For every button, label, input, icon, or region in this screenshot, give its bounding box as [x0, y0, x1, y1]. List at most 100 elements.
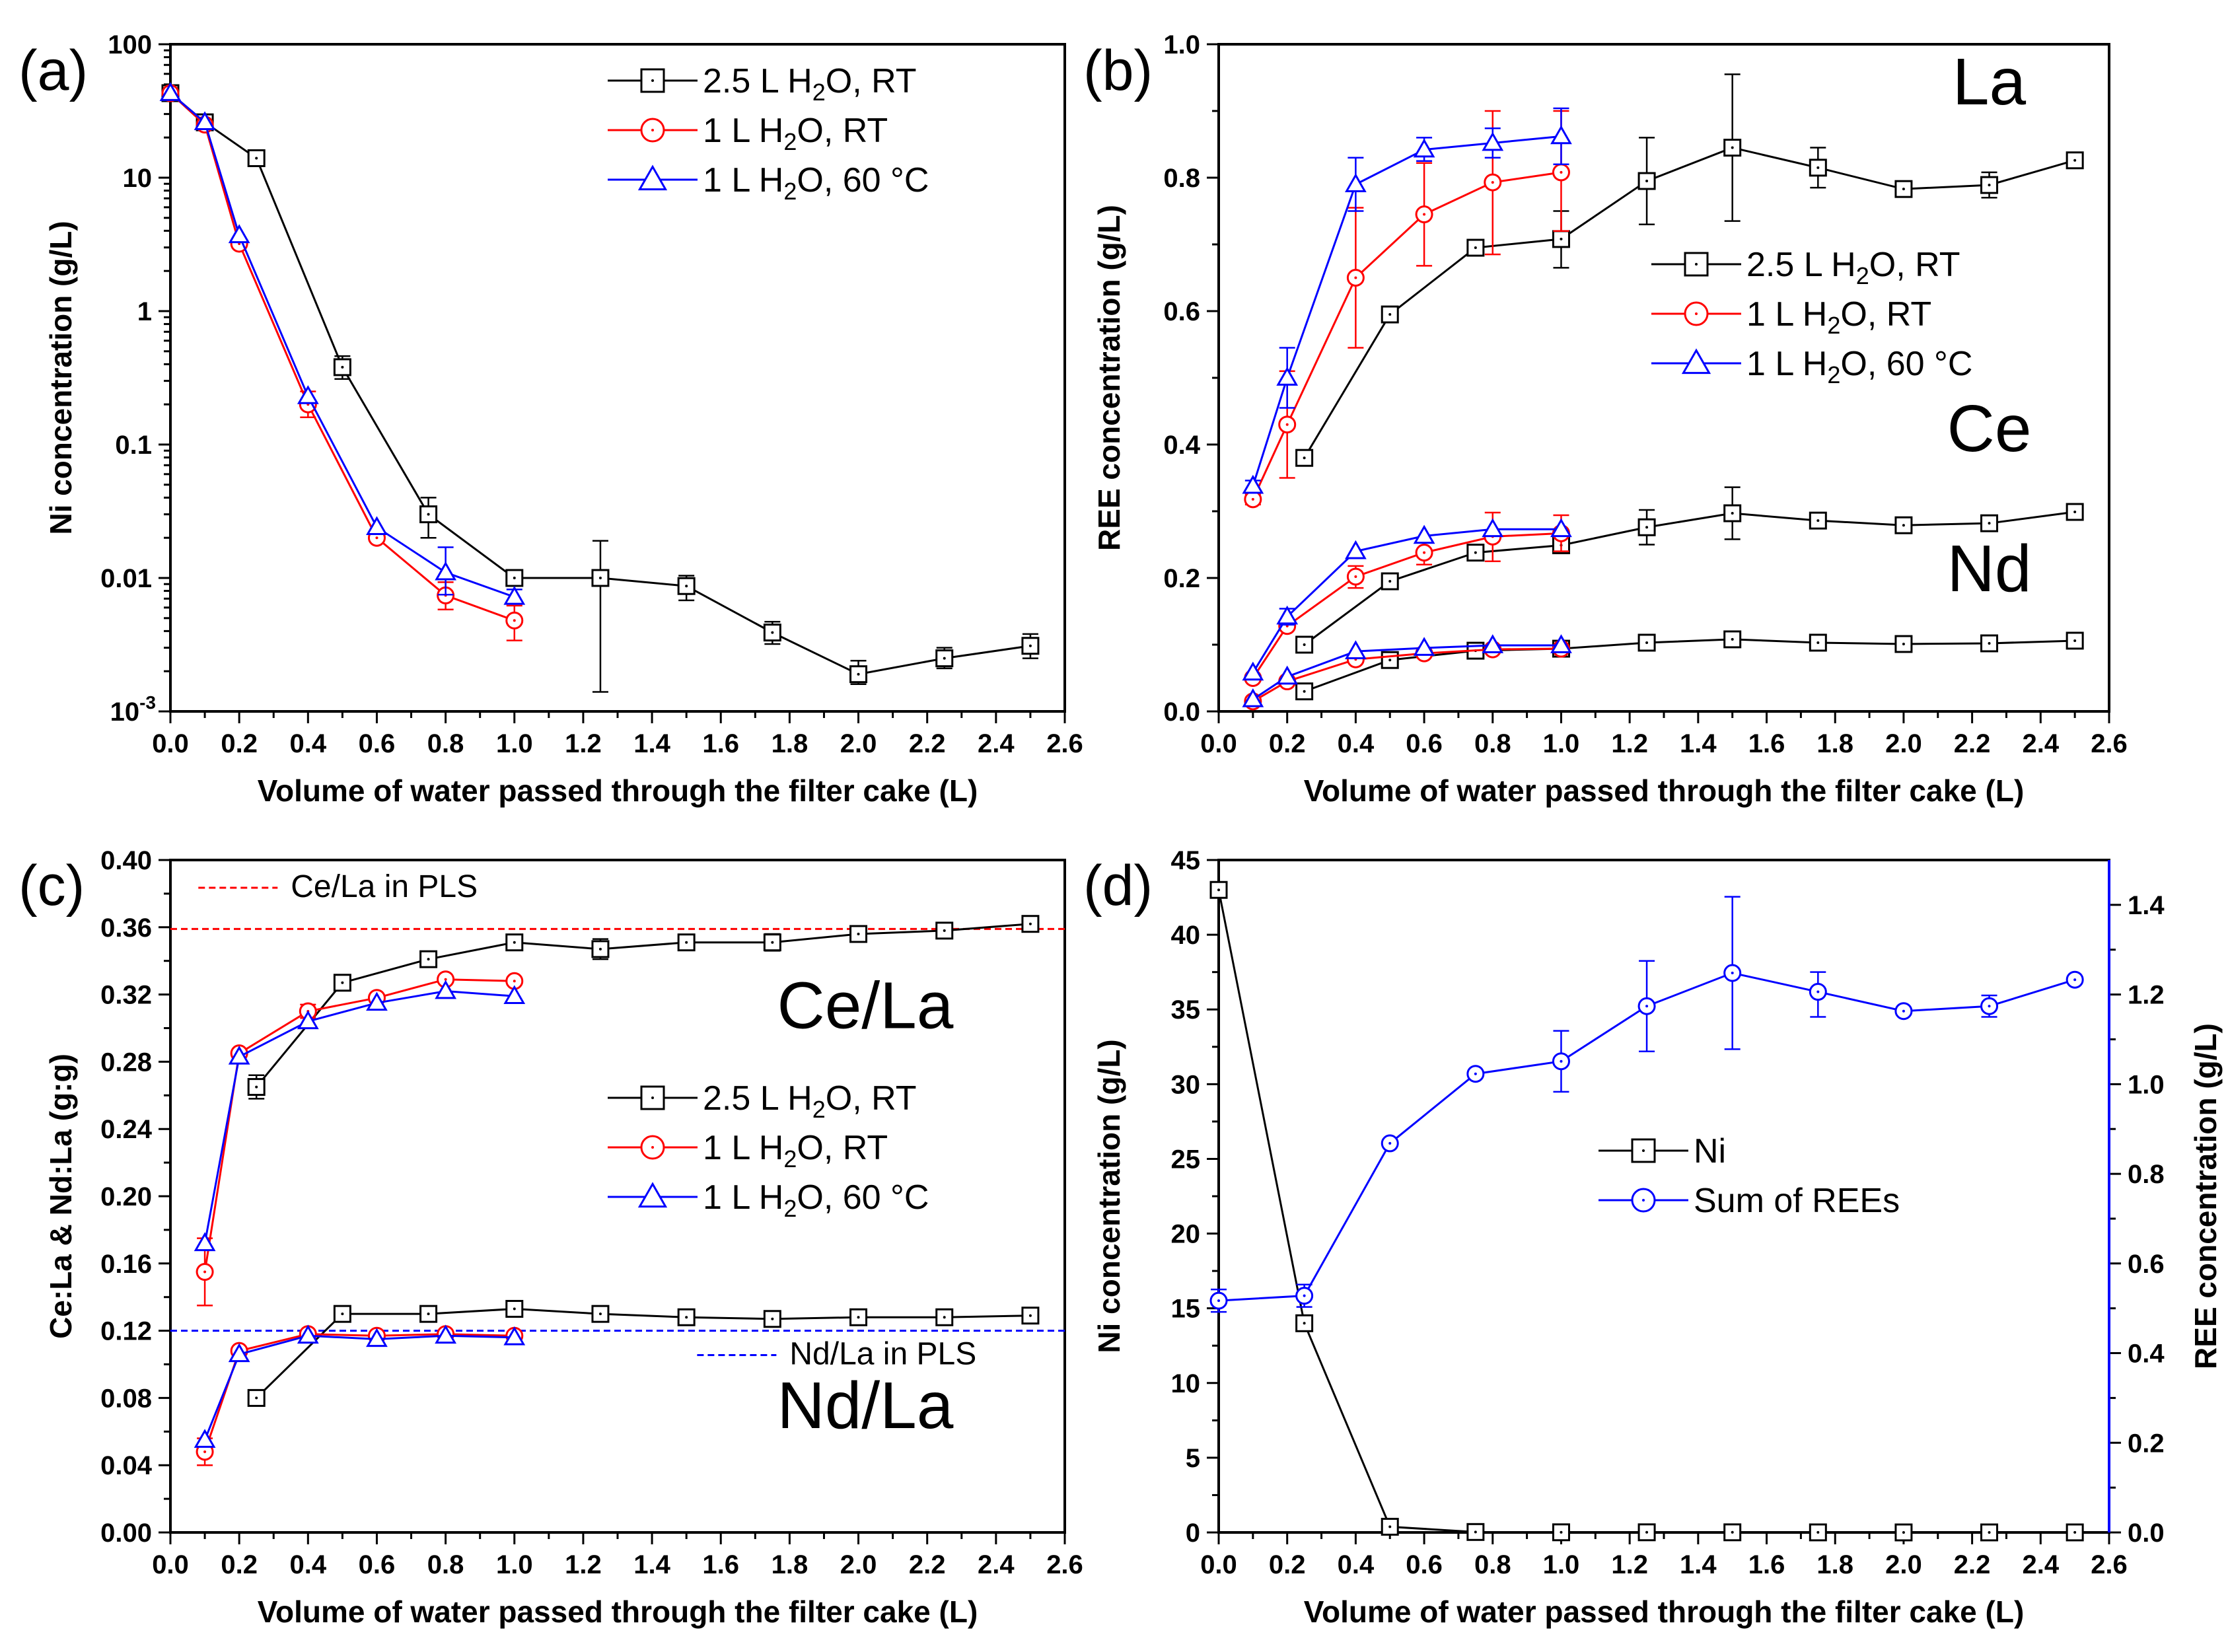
x-tick-label: 2.6: [2091, 1550, 2128, 1579]
data-point-center: [1474, 246, 1477, 250]
y-tick-label: 0.20: [100, 1182, 152, 1211]
legend-label-rest: O, RT: [797, 1129, 888, 1167]
data-point: [1482, 518, 1504, 538]
data-point-center: [1474, 551, 1477, 554]
series-line: [1303, 511, 2075, 646]
data-point-center: [1423, 213, 1426, 216]
legend-label-main: 1 L H: [1746, 295, 1827, 334]
legend-marker-center: [1642, 1149, 1645, 1152]
y-tick-label: 10: [123, 164, 153, 193]
legend-label-rest: O, 60 °C: [1840, 345, 1972, 383]
data-point-center: [444, 978, 447, 981]
data-point-center: [1491, 181, 1494, 184]
data-point: [1344, 640, 1367, 659]
y-tick-label: 1.0: [1163, 30, 1200, 59]
series-annotation: Nd/La: [777, 1369, 954, 1443]
x-tick-label: 1.0: [496, 729, 533, 758]
legend-label-main: 2.5 L H: [703, 62, 812, 100]
data-point-center: [1303, 456, 1306, 460]
data-point-center: [1388, 313, 1392, 316]
x-tick-label: 0.8: [1474, 729, 1511, 758]
x-tick-label: 1.6: [702, 729, 739, 758]
data-point: [297, 1010, 319, 1030]
y-tick-label: 20: [1171, 1220, 1201, 1249]
legend-marker: [640, 1085, 665, 1110]
legend-label: 1 L H2O, RT: [703, 1129, 888, 1172]
series-5: [1242, 518, 1572, 681]
data-point: [333, 974, 351, 992]
data-point-center: [255, 1396, 258, 1400]
x-tick-label: 0.4: [290, 729, 327, 758]
series-annotation: Ce/La: [777, 969, 954, 1043]
data-point-center: [1645, 641, 1649, 644]
data-point: [503, 985, 526, 1004]
data-point: [1980, 1523, 1999, 1542]
data-point: [1637, 172, 1656, 190]
legend-label-sub: 2: [783, 178, 797, 205]
data-point: [591, 940, 610, 958]
y-tick-label: 0.1: [115, 431, 152, 460]
x-tick-label: 0.0: [1200, 729, 1237, 758]
data-point-center: [513, 619, 516, 622]
data-point: [677, 933, 696, 952]
series-3: [1295, 486, 2084, 654]
legend-marker-center: [651, 79, 654, 82]
y-tick-label: 0.2: [1163, 564, 1200, 593]
x-tick-label: 0.2: [221, 1550, 258, 1579]
y-right-tick-label: 1.0: [2128, 1070, 2165, 1099]
data-point-center: [1902, 1530, 1905, 1534]
legend-label-rest: O, RT: [826, 62, 917, 100]
legend-label: 1 L H2O, 60 °C: [703, 1178, 929, 1222]
data-point: [677, 577, 696, 595]
series-line: [1252, 528, 1562, 674]
data-point-center: [1645, 526, 1649, 529]
data-point-center: [513, 941, 516, 944]
series-line: [1252, 532, 1562, 679]
data-point: [503, 1326, 526, 1346]
y-right-tick-label: 0.0: [2128, 1519, 2165, 1548]
data-point-center: [1285, 423, 1289, 426]
legend-label-rest: O, RT: [1869, 246, 1960, 284]
data-point: [2066, 631, 2084, 650]
data-point-center: [2073, 511, 2077, 514]
data-point: [1381, 651, 1399, 669]
data-point-center: [513, 577, 516, 579]
data-point: [1413, 637, 1435, 656]
y-right-tick-label: 0.2: [2128, 1429, 2165, 1458]
x-tick-label: 1.2: [565, 729, 602, 758]
x-tick-label: 0.0: [1200, 1550, 1237, 1579]
x-tick-label: 0.8: [427, 729, 464, 758]
x-tick-label: 2.2: [1954, 729, 1991, 758]
x-tick-label: 1.4: [633, 729, 670, 758]
data-point: [228, 1343, 250, 1363]
x-tick-label: 2.6: [1046, 1550, 1083, 1579]
data-point-center: [341, 365, 344, 369]
legend-label-rest: O, 60 °C: [797, 1178, 929, 1217]
y-tick-label: 0.40: [100, 846, 152, 875]
data-point-center: [857, 932, 860, 935]
data-point-center: [943, 1316, 946, 1319]
y-tick-label: 10: [1171, 1369, 1201, 1398]
x-tick-label: 2.6: [2091, 729, 2128, 758]
y-right-tick-label: 0.8: [2128, 1160, 2165, 1189]
x-tick-label: 0.4: [1338, 729, 1375, 758]
data-point-center: [1731, 1530, 1734, 1534]
x-tick-label: 0.6: [359, 1550, 396, 1579]
legend-marker-center: [1642, 1199, 1645, 1202]
data-point-center: [685, 941, 688, 944]
data-point-center: [1731, 637, 1734, 641]
legend-marker-center: [651, 129, 654, 131]
y-tick-label-exp: -3: [139, 692, 156, 713]
data-point: [366, 516, 388, 536]
legend-item: 2.5 L H2O, RT: [1651, 246, 1960, 289]
y-tick-label: 100: [108, 30, 152, 59]
data-point: [1242, 661, 1264, 681]
y-axis-title: Ce:La & Nd:La (g:g): [44, 1054, 78, 1339]
legend-item: Sum of REEs: [1599, 1182, 1900, 1220]
data-point: [159, 82, 182, 101]
data-point-center: [1474, 1530, 1477, 1534]
legend-label-rest: O, RT: [1840, 295, 1931, 334]
x-tick-label: 1.2: [1611, 1550, 1648, 1579]
legend-label-sub: 2: [1827, 312, 1840, 339]
legend-marker: [1681, 348, 1711, 375]
